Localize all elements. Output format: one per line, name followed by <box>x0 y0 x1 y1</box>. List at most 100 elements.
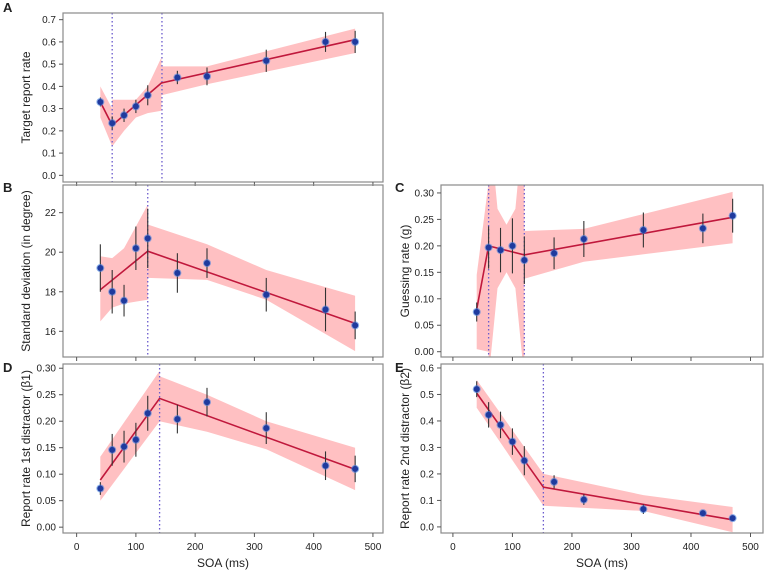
fit-line <box>475 216 733 310</box>
data-point <box>144 410 151 417</box>
y-tick-label: 0.5 <box>42 60 56 71</box>
data-point <box>109 120 116 127</box>
data-point <box>497 421 504 428</box>
plot-frame <box>440 184 764 358</box>
y-tick-label: 0.30 <box>37 364 57 375</box>
x-tick-label: 300 <box>623 542 640 553</box>
y-tick-label: 0.3 <box>42 104 56 115</box>
y-axis-label: Report rate 1st distractor (β1) <box>19 370 33 527</box>
confidence-band <box>112 57 162 147</box>
y-tick-label: 0.7 <box>42 15 56 26</box>
data-point <box>473 386 480 393</box>
data-point <box>322 306 329 313</box>
data-point <box>204 399 210 406</box>
y-tick-label: 0.15 <box>37 443 57 454</box>
data-point <box>97 265 104 272</box>
data-point <box>204 73 210 80</box>
panel-a: 0.0 0.1 0.2 0.3 0.4 0.5 0.6 0.7 Target report ra… <box>3 0 384 186</box>
y-tick-label: 0.00 <box>415 347 435 358</box>
panel-d: 0.00 0.05 0.10 0.15 0.20 0.25 0.30 0 100 200 300 40… <box>3 360 384 570</box>
data-point <box>640 226 647 233</box>
panel-e: 0.0 0.1 0.2 0.3 0.4 0.5 0.6 0 100 200 300 400 500 Rep… <box>395 360 764 570</box>
x-axis-label: SOA (ms) <box>576 556 628 570</box>
data-point <box>322 38 329 45</box>
data-point <box>132 436 139 443</box>
confidence-band <box>100 370 160 501</box>
x-tick-label: 200 <box>564 542 581 553</box>
data-point <box>551 478 558 485</box>
data-point <box>144 92 151 99</box>
x-tick-label: 100 <box>128 542 145 553</box>
y-tick-label: 20 <box>45 248 57 259</box>
y-tick-label: 0.2 <box>42 126 56 137</box>
panel-b: 16 18 20 22 Standard deviation (in degree) B <box>3 180 384 361</box>
plot-frame <box>62 184 384 358</box>
data-point <box>509 242 516 249</box>
data-point <box>174 269 181 276</box>
panel-letter: C <box>395 180 405 195</box>
data-point <box>699 510 706 517</box>
data-point <box>263 425 270 432</box>
data-point <box>322 462 329 469</box>
y-axis-label: Report rate 2nd distractor (β2) <box>398 368 412 529</box>
y-tick-label: 0.00 <box>37 523 57 534</box>
y-tick-label: 0.20 <box>415 241 435 252</box>
panel-letter: B <box>3 180 12 195</box>
x-tick-label: 200 <box>187 542 204 553</box>
data-point <box>352 465 359 472</box>
data-point <box>352 38 359 45</box>
x-tick-label: 0 <box>74 542 80 553</box>
data-point <box>485 411 492 418</box>
data-point <box>580 496 587 503</box>
data-point <box>121 443 128 450</box>
y-axis-label: Standard deviation (in degree) <box>19 190 33 351</box>
x-tick-label: 500 <box>365 542 382 553</box>
fit-line <box>99 397 356 481</box>
data-point <box>699 225 706 232</box>
y-tick-label: 16 <box>45 327 57 338</box>
y-tick-label: 0.30 <box>415 188 435 199</box>
y-tick-label: 0.5 <box>420 390 434 401</box>
data-point <box>121 297 128 304</box>
y-tick-label: 0.20 <box>37 417 57 428</box>
confidence-band <box>476 185 489 352</box>
y-tick-label: 0.3 <box>420 443 434 454</box>
y-tick-label: 0.1 <box>420 496 434 507</box>
y-tick-label: 0.1 <box>42 149 56 160</box>
y-tick-label: 0.05 <box>415 321 435 332</box>
y-tick-label: 18 <box>45 287 57 298</box>
y-tick-label: 0.6 <box>420 363 434 374</box>
y-tick-label: 0.25 <box>415 215 435 226</box>
y-tick-label: 0.0 <box>42 171 56 182</box>
y-tick-label: 0.10 <box>415 294 435 305</box>
data-point <box>109 446 116 453</box>
data-point <box>97 98 104 105</box>
data-point <box>729 515 736 522</box>
data-point <box>204 260 210 267</box>
confidence-band <box>488 185 525 357</box>
plot-frame <box>440 363 764 534</box>
data-point <box>729 212 736 219</box>
data-point <box>263 291 270 298</box>
y-tick-label: 0.6 <box>42 37 56 48</box>
y-tick-label: 0.0 <box>420 522 434 533</box>
panel-letter: A <box>3 0 13 15</box>
x-tick-label: 0 <box>450 542 456 553</box>
y-axis-label: Guessing rate (g) <box>398 225 412 318</box>
panel-c: 0.00 0.05 0.10 0.15 0.20 0.25 0.30 Guessing rat… <box>395 180 764 361</box>
panel-letter: E <box>395 360 404 375</box>
y-axis-label: Target report rate <box>19 51 33 143</box>
plot-frame <box>62 12 384 183</box>
y-tick-label: 0.25 <box>37 390 57 401</box>
data-point <box>132 245 139 252</box>
plot-area <box>96 185 360 357</box>
data-point <box>121 112 128 119</box>
data-point <box>521 457 528 464</box>
data-point <box>497 247 504 254</box>
data-point <box>352 322 359 329</box>
plot-area <box>96 364 360 533</box>
data-point <box>509 438 516 445</box>
confidence-band <box>100 86 113 147</box>
data-point <box>551 250 558 257</box>
data-point <box>97 485 104 492</box>
